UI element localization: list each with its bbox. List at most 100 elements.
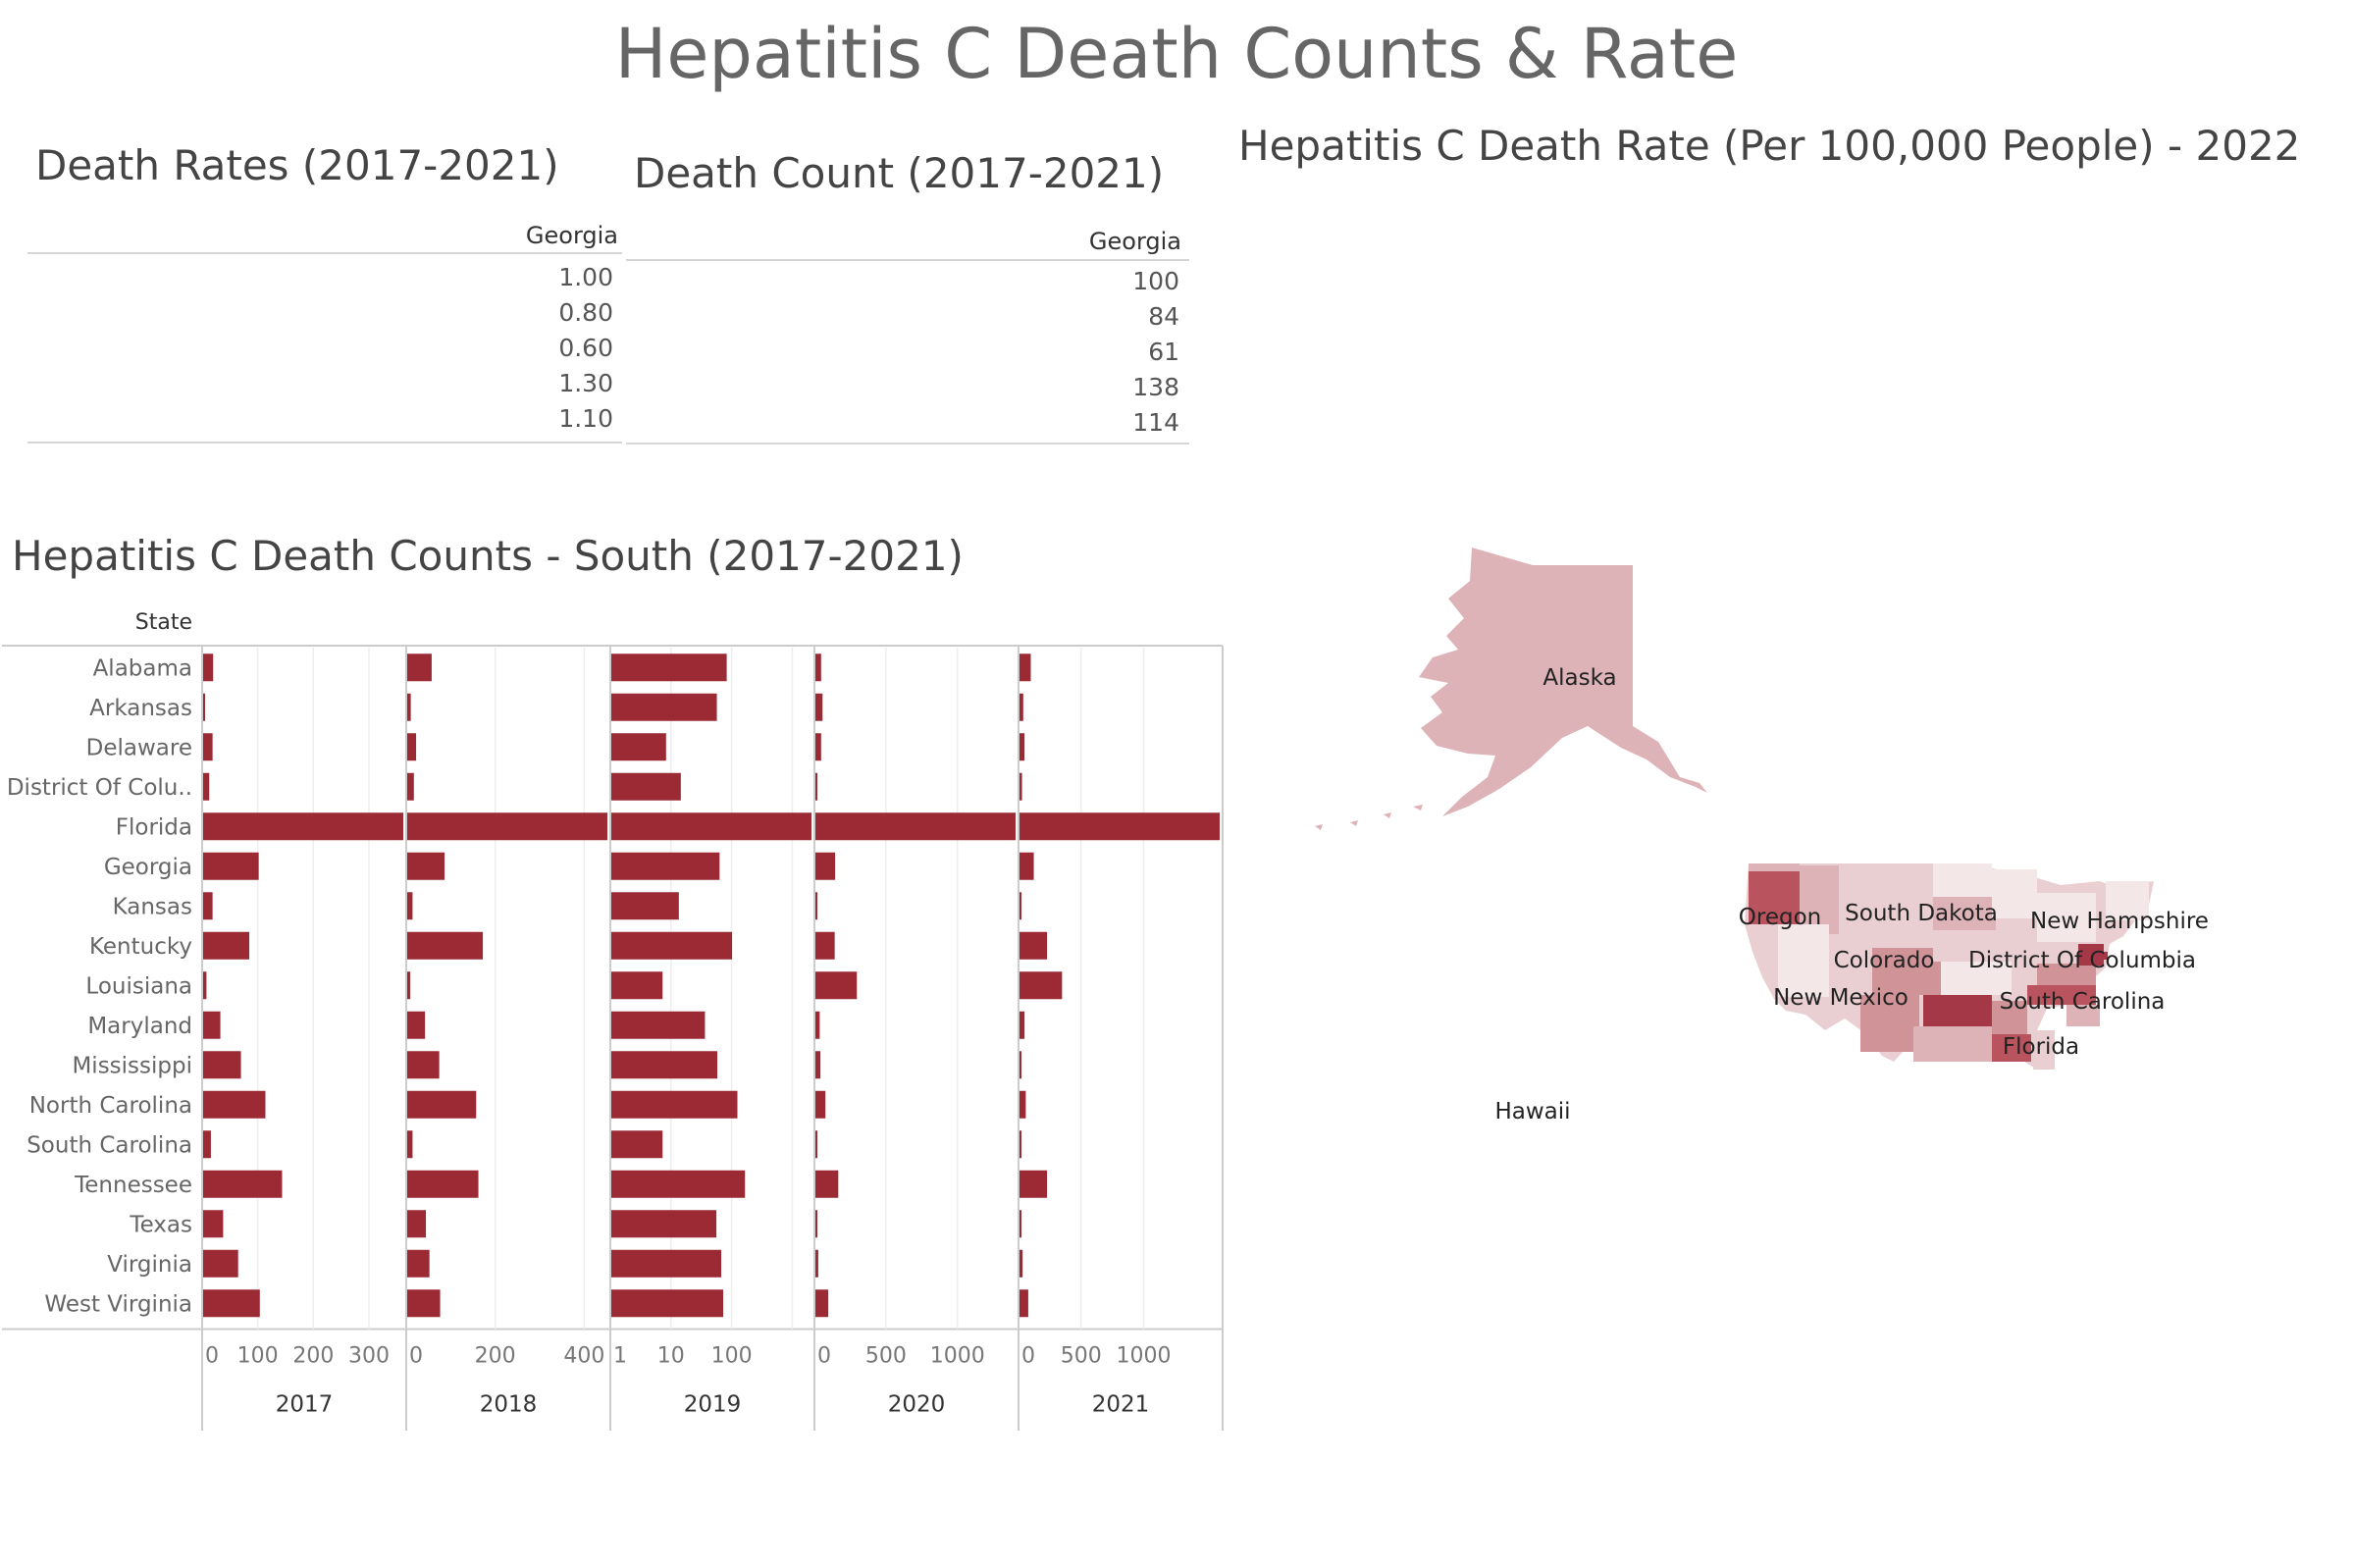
bar[interactable] [815, 653, 821, 682]
panel-label: 2020 [888, 1392, 946, 1418]
bar[interactable] [407, 931, 484, 960]
map-region-montana [1839, 863, 1933, 903]
bar[interactable] [815, 1210, 817, 1238]
bar[interactable] [203, 971, 207, 1000]
bar[interactable] [611, 931, 733, 960]
bar[interactable] [407, 1051, 440, 1079]
bar[interactable] [815, 931, 835, 960]
bar[interactable] [407, 733, 417, 761]
bar[interactable] [1020, 892, 1021, 920]
bar[interactable] [611, 733, 666, 761]
bar[interactable] [203, 1130, 211, 1159]
bar[interactable] [407, 971, 411, 1000]
map-region-new-england[interactable] [2106, 881, 2149, 920]
bar[interactable] [1020, 812, 1220, 841]
bar[interactable] [203, 772, 210, 801]
bar[interactable] [611, 812, 811, 841]
bar[interactable] [611, 1130, 663, 1159]
bar[interactable] [407, 892, 413, 920]
bar[interactable] [815, 852, 836, 880]
bar[interactable] [407, 1249, 430, 1278]
bar[interactable] [611, 892, 679, 920]
bar[interactable] [1020, 1011, 1025, 1039]
bar[interactable] [1020, 971, 1063, 1000]
bar[interactable] [407, 1011, 426, 1039]
bar[interactable] [203, 1210, 224, 1238]
bar[interactable] [203, 892, 213, 920]
bar[interactable] [1020, 1289, 1028, 1318]
bar[interactable] [815, 1170, 839, 1198]
bar[interactable] [815, 1011, 820, 1039]
bar[interactable] [815, 772, 817, 801]
map-state-alaska-islands [1315, 805, 1423, 830]
tick-label: 10 [657, 1344, 685, 1369]
bar[interactable] [203, 812, 403, 841]
bar[interactable] [611, 1011, 706, 1039]
bar[interactable] [1020, 1170, 1048, 1198]
count-table-title: Death Count (2017-2021) [634, 149, 1165, 197]
bar[interactable] [203, 1249, 238, 1278]
bar[interactable] [1020, 1051, 1021, 1079]
bar[interactable] [611, 772, 681, 801]
bar[interactable] [815, 1249, 818, 1278]
map-region-south-carolina[interactable] [2066, 1005, 2100, 1026]
map-region-colorado[interactable] [1872, 948, 1941, 995]
bar[interactable] [1020, 693, 1023, 721]
bar[interactable] [815, 812, 1016, 841]
bar[interactable] [815, 971, 858, 1000]
bar[interactable] [611, 1210, 717, 1238]
count-table-cell: 114 [1132, 408, 1179, 437]
bar[interactable] [407, 1130, 413, 1159]
bar[interactable] [1020, 931, 1048, 960]
map-region-district-of-columbia[interactable] [2100, 952, 2108, 960]
bar[interactable] [407, 852, 445, 880]
bar[interactable] [203, 1170, 283, 1198]
bar[interactable] [407, 653, 432, 682]
bar[interactable] [407, 1090, 477, 1119]
bar[interactable] [407, 1210, 427, 1238]
bar[interactable] [203, 931, 250, 960]
bar[interactable] [1020, 852, 1034, 880]
bar[interactable] [815, 733, 821, 761]
bar[interactable] [203, 1090, 266, 1119]
bar[interactable] [203, 693, 205, 721]
bar[interactable] [1020, 1130, 1021, 1159]
bar[interactable] [611, 693, 717, 721]
bar[interactable] [1020, 653, 1031, 682]
bar[interactable] [611, 653, 727, 682]
bar[interactable] [203, 1289, 260, 1318]
bar[interactable] [407, 812, 607, 841]
bar[interactable] [815, 693, 823, 721]
map-region-new-mexico[interactable] [1860, 995, 1919, 1052]
map-state-alaska[interactable] [1419, 548, 1707, 816]
bar[interactable] [815, 1090, 826, 1119]
bar[interactable] [611, 1249, 722, 1278]
bar[interactable] [1020, 772, 1022, 801]
bar[interactable] [611, 1170, 746, 1198]
bar[interactable] [407, 1170, 479, 1198]
bar[interactable] [407, 693, 411, 721]
bar[interactable] [611, 1090, 738, 1119]
bar[interactable] [1020, 1249, 1023, 1278]
bar[interactable] [611, 971, 663, 1000]
bar[interactable] [815, 892, 817, 920]
bar[interactable] [1020, 1210, 1021, 1238]
bar[interactable] [203, 1011, 221, 1039]
bar[interactable] [407, 1289, 441, 1318]
bar[interactable] [203, 1051, 241, 1079]
map-region-oregon[interactable] [1749, 865, 1800, 924]
bar[interactable] [1020, 733, 1025, 761]
bar[interactable] [611, 1289, 724, 1318]
bar[interactable] [407, 772, 414, 801]
bar[interactable] [815, 1289, 829, 1318]
bar[interactable] [203, 653, 214, 682]
bar[interactable] [611, 1051, 718, 1079]
map-region-florida[interactable] [2033, 1030, 2055, 1070]
bar[interactable] [1020, 1090, 1026, 1119]
bar[interactable] [815, 1051, 821, 1079]
map-region-south-dakota[interactable] [1933, 897, 1996, 930]
bar[interactable] [611, 852, 720, 880]
bar[interactable] [203, 733, 213, 761]
bar[interactable] [203, 852, 259, 880]
bar[interactable] [815, 1130, 817, 1159]
